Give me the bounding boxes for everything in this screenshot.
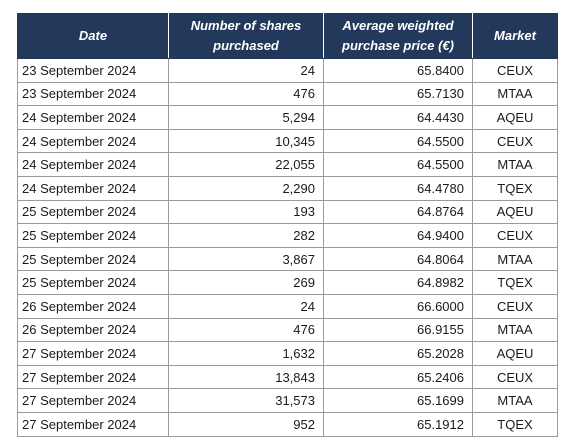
cell-number-of-shares: 3,867 [168, 246, 324, 272]
cell-market: MTAA [472, 152, 558, 177]
cell-date: 23 September 2024 [17, 81, 169, 107]
cell-market: CEUX [472, 58, 558, 83]
table-row: 27 September 2024 1,632 65.2028 AQEU [17, 341, 558, 366]
table-row: 23 September 2024 476 65.7130 MTAA [17, 81, 558, 107]
cell-date: 27 September 2024 [17, 341, 169, 366]
cell-average-price: 64.4430 [323, 105, 473, 130]
cell-market: AQEU [472, 341, 558, 366]
cell-average-price: 65.2406 [323, 364, 473, 390]
cell-number-of-shares: 22,055 [168, 152, 324, 177]
cell-number-of-shares: 10,345 [168, 128, 324, 154]
share-purchases-table-container: Date Number of shares purchased Average … [17, 13, 558, 437]
cell-average-price: 65.1699 [323, 388, 473, 413]
cell-market: MTAA [472, 81, 558, 107]
cell-average-price: 64.8982 [323, 270, 473, 295]
cell-date: 27 September 2024 [17, 411, 169, 437]
table-row: 25 September 2024 3,867 64.8064 MTAA [17, 246, 558, 272]
cell-number-of-shares: 1,632 [168, 341, 324, 366]
table-row: 25 September 2024 269 64.8982 TQEX [17, 270, 558, 295]
table-row: 24 September 2024 22,055 64.5500 MTAA [17, 152, 558, 177]
cell-market: MTAA [472, 246, 558, 272]
cell-number-of-shares: 952 [168, 411, 324, 437]
cell-date: 25 September 2024 [17, 270, 169, 295]
cell-market: TQEX [472, 175, 558, 201]
table-body: 23 September 2024 24 65.8400 CEUX 23 Septemb… [17, 58, 558, 437]
cell-average-price: 64.8064 [323, 246, 473, 272]
table-row: 27 September 2024 31,573 65.1699 MTAA [17, 388, 558, 413]
table-header-row: Date Number of shares purchased Average … [17, 13, 558, 59]
cell-number-of-shares: 31,573 [168, 388, 324, 413]
table-row: 24 September 2024 5,294 64.4430 AQEU [17, 105, 558, 130]
cell-number-of-shares: 5,294 [168, 105, 324, 130]
cell-market: AQEU [472, 199, 558, 225]
table-row: 26 September 2024 24 66.6000 CEUX [17, 293, 558, 319]
cell-date: 27 September 2024 [17, 388, 169, 413]
cell-market: TQEX [472, 270, 558, 295]
cell-average-price: 64.8764 [323, 199, 473, 225]
header-date: Date [17, 13, 169, 59]
cell-date: 25 September 2024 [17, 223, 169, 248]
cell-date: 25 September 2024 [17, 246, 169, 272]
cell-number-of-shares: 476 [168, 317, 324, 343]
table-row: 23 September 2024 24 65.8400 CEUX [17, 58, 558, 83]
table-row: 24 September 2024 2,290 64.4780 TQEX [17, 175, 558, 201]
cell-date: 26 September 2024 [17, 293, 169, 319]
cell-market: AQEU [472, 105, 558, 130]
header-number-of-shares: Number of shares purchased [168, 13, 324, 59]
cell-average-price: 66.9155 [323, 317, 473, 343]
cell-average-price: 66.6000 [323, 293, 473, 319]
cell-market: CEUX [472, 223, 558, 248]
cell-number-of-shares: 13,843 [168, 364, 324, 390]
cell-average-price: 64.9400 [323, 223, 473, 248]
header-average-price: Average weighted purchase price (€) [323, 13, 473, 59]
table-row: 27 September 2024 13,843 65.2406 CEUX [17, 364, 558, 390]
table-row: 26 September 2024 476 66.9155 MTAA [17, 317, 558, 343]
cell-market: CEUX [472, 293, 558, 319]
cell-date: 27 September 2024 [17, 364, 169, 390]
cell-date: 24 September 2024 [17, 175, 169, 201]
cell-average-price: 64.5500 [323, 128, 473, 154]
cell-date: 23 September 2024 [17, 58, 169, 83]
cell-number-of-shares: 193 [168, 199, 324, 225]
cell-average-price: 64.4780 [323, 175, 473, 201]
table-row: 25 September 2024 193 64.8764 AQEU [17, 199, 558, 225]
cell-date: 25 September 2024 [17, 199, 169, 225]
cell-average-price: 64.5500 [323, 152, 473, 177]
cell-date: 24 September 2024 [17, 152, 169, 177]
header-market: Market [472, 13, 558, 59]
cell-number-of-shares: 24 [168, 58, 324, 83]
cell-number-of-shares: 282 [168, 223, 324, 248]
cell-average-price: 65.2028 [323, 341, 473, 366]
share-purchases-table: Date Number of shares purchased Average … [17, 13, 558, 437]
cell-average-price: 65.7130 [323, 81, 473, 107]
cell-market: TQEX [472, 411, 558, 437]
cell-number-of-shares: 24 [168, 293, 324, 319]
cell-market: CEUX [472, 364, 558, 390]
cell-average-price: 65.1912 [323, 411, 473, 437]
cell-date: 24 September 2024 [17, 128, 169, 154]
cell-average-price: 65.8400 [323, 58, 473, 83]
table-row: 24 September 2024 10,345 64.5500 CEUX [17, 128, 558, 154]
cell-market: CEUX [472, 128, 558, 154]
table-row: 25 September 2024 282 64.9400 CEUX [17, 223, 558, 248]
cell-market: MTAA [472, 388, 558, 413]
cell-number-of-shares: 476 [168, 81, 324, 107]
cell-date: 26 September 2024 [17, 317, 169, 343]
cell-market: MTAA [472, 317, 558, 343]
cell-date: 24 September 2024 [17, 105, 169, 130]
cell-number-of-shares: 2,290 [168, 175, 324, 201]
table-row: 27 September 2024 952 65.1912 TQEX [17, 411, 558, 437]
cell-number-of-shares: 269 [168, 270, 324, 295]
